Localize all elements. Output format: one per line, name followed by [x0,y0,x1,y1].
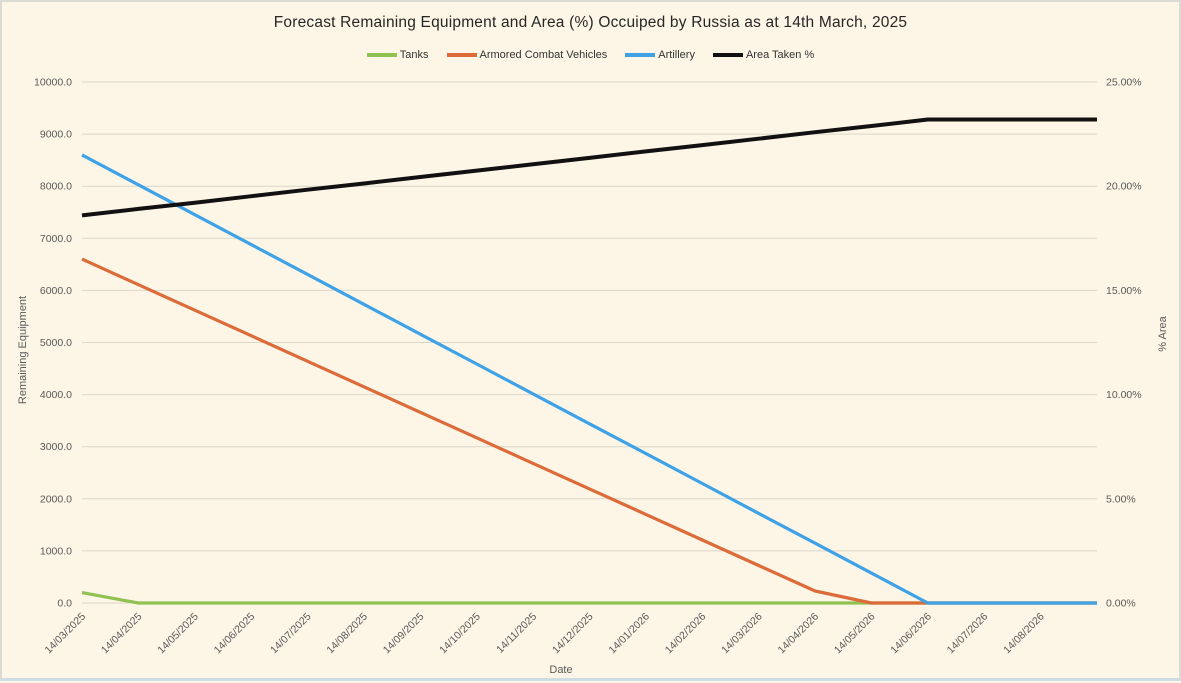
x-axis-title: Date [549,664,573,676]
y-right-tick-label: 5.00% [1106,493,1136,505]
legend-swatch-artillery [625,53,656,57]
y-left-tick-label: 6000.0 [40,285,72,297]
legend-label: Tanks [399,49,429,61]
x-tick-label: 14/05/2025 [155,611,201,657]
y-left-tick-label: 7000.0 [40,233,72,245]
x-tick-label: 14/06/2026 [888,611,934,657]
x-tick-label: 14/07/2025 [268,611,314,657]
y-left-tick-label: 3000.0 [40,441,72,453]
chart-title: Forecast Remaining Equipment and Area (%… [273,14,908,31]
x-tick-label: 14/04/2026 [776,611,822,657]
y-left-tick-label: 4000.0 [40,389,72,401]
x-tick-label: 14/12/2025 [550,611,596,657]
x-tick-label: 14/05/2026 [832,611,878,657]
y-right-tick-label: 20.00% [1106,181,1142,193]
legend-label: Area Taken % [745,49,815,61]
y-axis-left-title: Remaining Equipment [17,295,29,405]
x-tick-label: 14/02/2026 [663,611,709,657]
chart-legend: Tanks Armored Combat Vehicles Artillery Are… [2,49,1179,61]
x-tick-label: 14/04/2025 [99,611,145,657]
legend-item-armored-combat-vehicles[interactable]: Armored Combat Vehicles [446,49,608,61]
y-axis-right-title: % Area [1157,316,1169,352]
y-right-tick-label: 10.00% [1106,389,1142,401]
legend-label: Armored Combat Vehicles [479,49,608,61]
y-right-tick-label: 25.00% [1106,77,1142,89]
legend-swatch-tanks [366,53,397,57]
x-tick-label: 14/08/2026 [1001,611,1047,657]
legend-swatch-area-taken [712,53,743,57]
x-tick-label: 14/09/2025 [381,611,427,657]
y-left-tick-label: 8000.0 [40,181,72,193]
y-left-tick-label: 2000.0 [40,493,72,505]
x-tick-label: 14/10/2025 [437,611,483,657]
x-tick-label: 14/03/2025 [42,611,88,657]
legend-item-tanks[interactable]: Tanks [366,49,429,61]
legend-item-area-taken[interactable]: Area Taken % [712,49,815,61]
y-right-tick-label: 0.00% [1106,598,1136,610]
y-left-tick-label: 1000.0 [40,545,72,557]
series-line-area-taken [81,117,1097,218]
y-left-tick-label: 0.0 [57,598,72,610]
x-tick-label: 14/08/2025 [324,611,370,657]
x-tick-label: 14/06/2025 [212,611,258,657]
legend-label: Artillery [658,49,695,61]
y-left-tick-label: 10000.0 [34,77,72,89]
x-tick-label: 14/01/2026 [606,611,652,657]
x-tick-label: 14/11/2025 [494,611,539,656]
legend-swatch-armored-combat-vehicles [446,53,477,57]
x-tick-label: 14/03/2026 [719,611,765,657]
series-line-artillery [81,153,1097,605]
series-line-armored-combat-vehicles [81,257,1097,605]
legend-item-artillery[interactable]: Artillery [625,49,695,61]
y-left-tick-label: 9000.0 [40,129,72,141]
y-right-tick-label: 15.00% [1106,285,1142,297]
x-tick-label: 14/07/2026 [945,611,991,657]
y-left-tick-label: 5000.0 [40,337,72,349]
